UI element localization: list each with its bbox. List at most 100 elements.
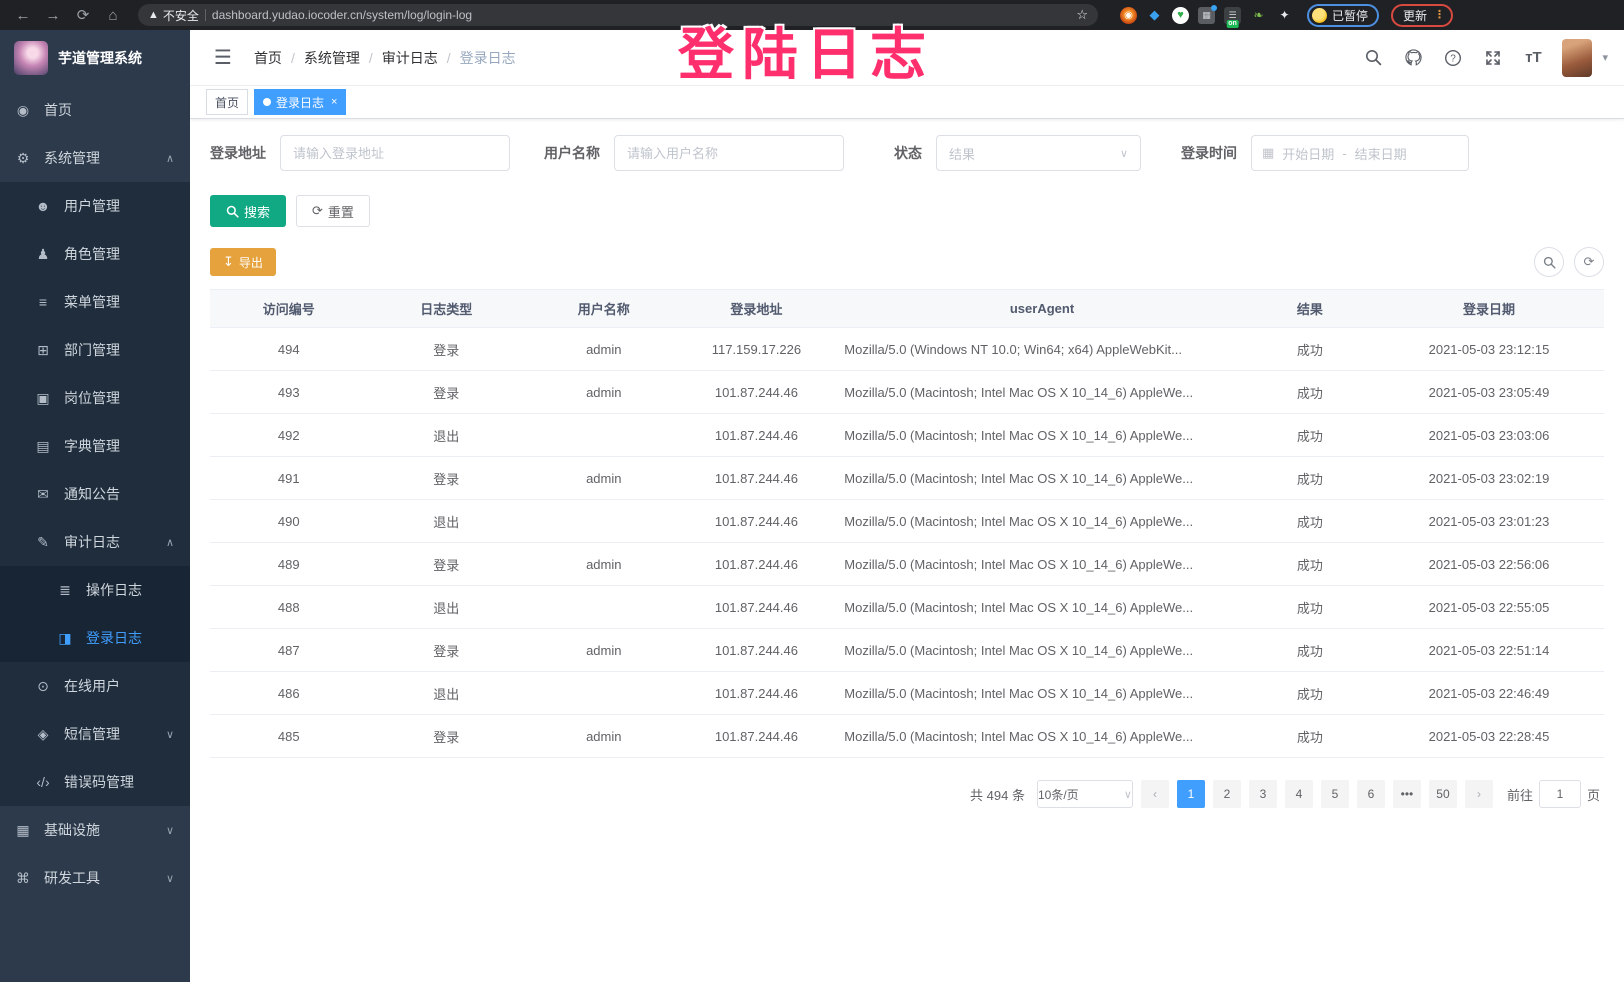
- paused-extension-badge[interactable]: 已暂停: [1307, 3, 1380, 27]
- sidebar-item-audit-log[interactable]: ✎ 审计日志 ∧: [0, 518, 190, 566]
- page-button-4[interactable]: 4: [1284, 780, 1313, 808]
- dict-icon: ▤: [36, 437, 50, 454]
- tab-登录日志[interactable]: 登录日志 ×: [254, 89, 347, 115]
- export-button[interactable]: ↧ 导出: [210, 248, 276, 276]
- prev-page-button[interactable]: ‹: [1140, 780, 1169, 808]
- cell-result: 成功: [1245, 327, 1374, 371]
- toggle-search-button[interactable]: [1534, 247, 1564, 277]
- user-avatar[interactable]: [1562, 38, 1593, 77]
- sidebar-item-posts[interactable]: ▣ 岗位管理: [0, 374, 190, 422]
- column-header: 用户名称: [525, 289, 683, 328]
- page-button-50[interactable]: 50: [1428, 780, 1457, 808]
- cell-id: 485: [210, 714, 368, 758]
- page-button-1[interactable]: 1: [1176, 780, 1205, 808]
- browser-forward-icon[interactable]: →: [45, 6, 61, 24]
- extension-check-icon[interactable]: ♥: [1172, 6, 1189, 24]
- goto-page-input[interactable]: [1538, 780, 1581, 808]
- cell-username: admin: [525, 327, 683, 371]
- reset-button[interactable]: ⟳ 重置: [296, 195, 370, 227]
- date-range-picker[interactable]: ▦ 开始日期 - 结束日期: [1251, 135, 1469, 171]
- page-button-6[interactable]: 6: [1356, 780, 1385, 808]
- sidebar-item-notices[interactable]: ✉ 通知公告: [0, 470, 190, 518]
- user-menu-caret-icon[interactable]: ▾: [1602, 52, 1608, 64]
- table-header-row: 访问编号 日志类型 用户名称 登录地址 userAgent 结果 登录日期: [210, 289, 1604, 328]
- address-filter-input[interactable]: [280, 135, 510, 171]
- page-button-3[interactable]: 3: [1248, 780, 1277, 808]
- cell-ip: 117.159.17.226: [682, 327, 831, 371]
- extensions-puzzle-icon[interactable]: ✦: [1279, 8, 1290, 22]
- sidebar-item-users[interactable]: ☻ 用户管理: [0, 182, 190, 230]
- sidebar-item-depts[interactable]: ⊞ 部门管理: [0, 326, 190, 374]
- sidebar-item-home[interactable]: ◉ 首页: [0, 86, 190, 134]
- font-size-icon[interactable]: ᴛT: [1525, 49, 1542, 66]
- sidebar-item-infrastructure[interactable]: ▦ 基础设施 ∨: [0, 806, 190, 854]
- cell-result: 成功: [1245, 456, 1374, 500]
- close-tab-icon[interactable]: ×: [331, 96, 338, 108]
- sidebar-item-label: 审计日志: [64, 534, 120, 550]
- page-button-2[interactable]: 2: [1212, 780, 1241, 808]
- dashboard-icon: ◉: [16, 101, 30, 118]
- table-toolbar: ↧ 导出 ⟳: [210, 247, 1604, 277]
- search-icon[interactable]: [1362, 47, 1384, 69]
- cell-date: 2021-05-03 22:51:14: [1373, 628, 1604, 672]
- address-bar[interactable]: ▲ 不安全 dashboard.yudao.iocoder.cn/system/…: [138, 4, 1098, 26]
- time-filter-label: 登录时间: [1181, 145, 1237, 161]
- cell-user_agent: Mozilla/5.0 (Macintosh; Intel Mac OS X 1…: [830, 585, 1246, 629]
- sidebar-item-login-log[interactable]: ◨ 登录日志: [0, 614, 190, 662]
- download-icon: ↧: [223, 254, 234, 269]
- browser-reload-icon[interactable]: ⟳: [76, 7, 90, 24]
- help-icon[interactable]: ?: [1442, 47, 1464, 69]
- extension-gem-icon[interactable]: ◆: [1149, 7, 1160, 22]
- breadcrumb-item[interactable]: 首页: [253, 49, 282, 66]
- github-icon[interactable]: [1402, 47, 1424, 69]
- range-separator: -: [1342, 145, 1347, 161]
- sidebar-item-online-users[interactable]: ⊙ 在线用户: [0, 662, 190, 710]
- sidebar-item-devtools[interactable]: ⌘ 研发工具 ∨: [0, 854, 190, 902]
- sidebar-item-label: 岗位管理: [64, 390, 120, 406]
- status-select[interactable]: 结果 ∨: [936, 135, 1141, 171]
- table-tools: ⟳: [1534, 247, 1604, 277]
- more-pages-button[interactable]: •••: [1392, 780, 1421, 808]
- fullscreen-icon[interactable]: [1482, 47, 1504, 69]
- cell-ip: 101.87.244.46: [682, 671, 831, 715]
- table-row: 489 登录 admin 101.87.244.46 Mozilla/5.0 (Maci…: [210, 542, 1604, 586]
- tab-首页[interactable]: 首页: [206, 89, 249, 115]
- extension-sprout-icon[interactable]: ❧: [1253, 8, 1264, 22]
- sidebar-item-label: 基础设施: [44, 822, 100, 838]
- browser-menu-icon[interactable]: ⋮: [1434, 9, 1446, 21]
- next-page-button[interactable]: ›: [1464, 780, 1493, 808]
- page-button-5[interactable]: 5: [1320, 780, 1349, 808]
- extension-flame-icon[interactable]: ◉: [1120, 6, 1137, 24]
- browser-back-icon[interactable]: ←: [15, 6, 31, 24]
- page-size-value: 10条/页: [1037, 787, 1079, 802]
- sidebar-item-dicts[interactable]: ▤ 字典管理: [0, 422, 190, 470]
- breadcrumb-item[interactable]: 审计日志: [381, 49, 438, 66]
- extension-grid-icon[interactable]: ▦: [1198, 4, 1217, 24]
- table-row: 485 登录 admin 101.87.244.46 Mozilla/5.0 (Maci…: [210, 714, 1604, 758]
- username-filter-input[interactable]: [614, 135, 844, 171]
- refresh-table-button[interactable]: ⟳: [1574, 247, 1604, 277]
- sidebar-item-menus[interactable]: ≡ 菜单管理: [0, 278, 190, 326]
- table-row: 493 登录 admin 101.87.244.46 Mozilla/5.0 (Maci…: [210, 370, 1604, 414]
- browser-update-button[interactable]: 更新 ⋮: [1391, 3, 1454, 27]
- paused-label: 已暂停: [1332, 8, 1369, 23]
- extension-list-icon[interactable]: ☰ on: [1224, 6, 1241, 28]
- sidebar-item-roles[interactable]: ♟ 角色管理: [0, 230, 190, 278]
- sidebar-item-system[interactable]: ⚙ 系统管理 ∧: [0, 134, 190, 182]
- sidebar-logo-row[interactable]: 芋道管理系统: [0, 30, 190, 86]
- sidebar-toggle-icon[interactable]: ☰: [214, 47, 232, 69]
- cell-user_agent: Mozilla/5.0 (Macintosh; Intel Mac OS X 1…: [830, 542, 1246, 586]
- breadcrumb-item[interactable]: 系统管理: [303, 49, 360, 66]
- sidebar-item-sms[interactable]: ◈ 短信管理 ∨: [0, 710, 190, 758]
- browser-home-icon[interactable]: ⌂: [108, 6, 118, 24]
- sidebar-item-error-codes[interactable]: ‹/› 错误码管理: [0, 758, 190, 806]
- cell-id: 490: [210, 499, 368, 543]
- cell-date: 2021-05-03 22:46:49: [1373, 671, 1604, 715]
- page-size-select[interactable]: 10条/页 ∨: [1036, 780, 1133, 808]
- breadcrumb-separator: /: [290, 49, 295, 66]
- sidebar-item-operation-log[interactable]: ≣ 操作日志: [0, 566, 190, 614]
- search-button[interactable]: 搜索: [210, 195, 287, 227]
- not-secure-chip[interactable]: ▲ 不安全: [148, 7, 199, 24]
- bookmark-star-icon[interactable]: ☆: [1076, 7, 1088, 22]
